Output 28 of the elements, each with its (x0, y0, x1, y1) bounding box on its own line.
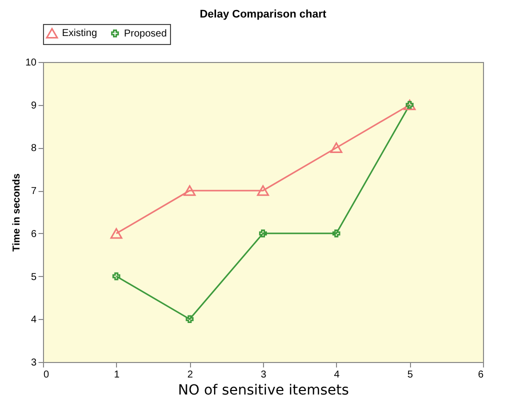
chart-title: Delay Comparison chart (200, 8, 327, 20)
point (186, 315, 194, 324)
y-tick-label: 9 (30, 100, 37, 112)
x-tick-label: 1 (114, 370, 120, 380)
y-tick-label: 5 (30, 272, 37, 283)
legend-label: Existing (62, 28, 98, 40)
x-tick-label: 6 (478, 370, 484, 380)
legend-label: Proposed (124, 28, 167, 40)
x-tick-label: 2 (187, 370, 194, 380)
y-tick-label: 6 (30, 228, 37, 240)
point (259, 230, 267, 238)
x-tick-label: 5 (407, 370, 414, 380)
point (332, 230, 340, 238)
x-axis-title: NO of sensitive itemsets (178, 382, 349, 398)
point (112, 272, 120, 280)
y-tick-label: 10 (25, 58, 37, 68)
x-tick-label: 4 (334, 370, 340, 380)
y-tick-label: 4 (30, 314, 37, 326)
point (110, 228, 122, 239)
y-tick-label: 7 (30, 186, 37, 198)
x-tick-label: 3 (260, 370, 267, 380)
y-tick-label: 8 (30, 143, 37, 154)
point (257, 185, 269, 196)
point (330, 142, 342, 154)
y-axis-title: Time in seconds (11, 172, 22, 252)
x-tick-label: 0 (44, 370, 50, 380)
point (184, 185, 196, 196)
y-tick-label: 3 (30, 358, 37, 368)
